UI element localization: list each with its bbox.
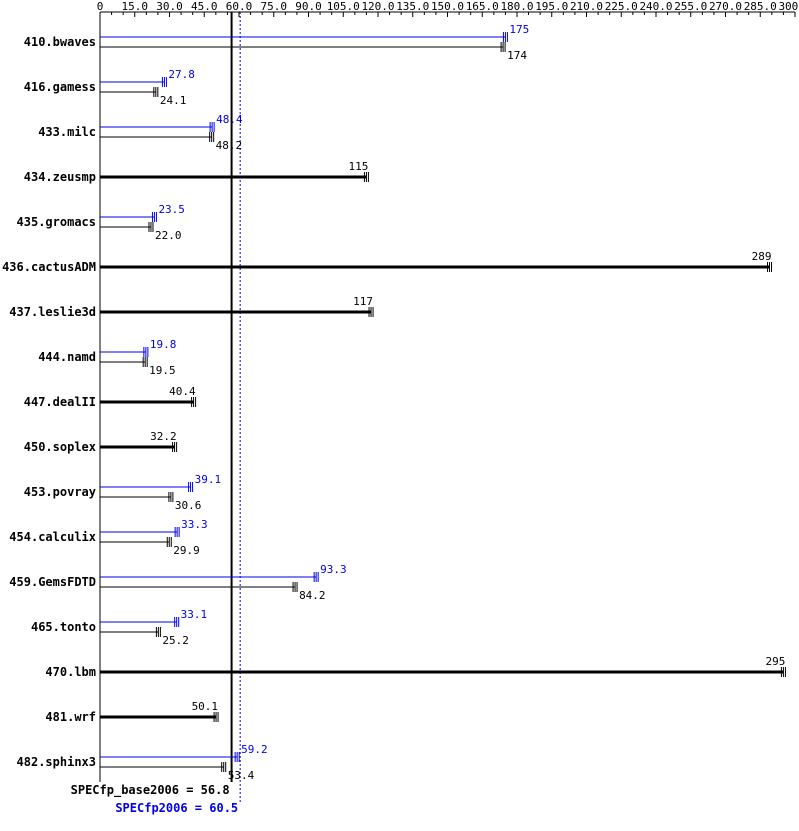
bar-base-label: 84.2	[299, 589, 326, 602]
spec-chart: 0 15.0 30.0 45.0 60.0 75.0 90.0 105.0120.0135.0…	[0, 0, 799, 831]
chart-svg: 0 15.0 30.0 45.0 60.0 75.0 90.0 105.0120.0135.0…	[0, 0, 799, 831]
bar-peak-label: 33.1	[181, 608, 208, 621]
x-tick-label: 210.0	[570, 0, 603, 13]
benchmark-label: 465.tonto	[31, 620, 96, 634]
benchmark-label: 454.calculix	[9, 530, 96, 544]
bar-base-label: 25.2	[162, 634, 189, 647]
bar-peak-label: 48.4	[216, 113, 243, 126]
summary-base-label: SPECfp_base2006 = 56.8	[71, 783, 230, 798]
x-tick-label: 300.0	[778, 0, 799, 13]
bar-value-label: 295	[766, 655, 786, 668]
benchmark-label: 444.namd	[38, 350, 96, 364]
bar-base-label: 53.4	[228, 769, 255, 782]
bar-base-label: 30.6	[175, 499, 202, 512]
benchmark-label: 481.wrf	[45, 710, 96, 724]
x-tick-label: 45.0	[191, 0, 218, 13]
bar-peak-label: 27.8	[168, 68, 195, 81]
x-tick-label: 165.0	[466, 0, 499, 13]
x-tick-label: 150.0	[431, 0, 464, 13]
x-tick-label: 75.0	[261, 0, 288, 13]
x-tick-label: 105.0	[327, 0, 360, 13]
x-tick-label: 255.0	[674, 0, 707, 13]
bar-value-label: 32.2	[150, 430, 177, 443]
x-tick-label: 15.0	[122, 0, 149, 13]
bar-base-label: 29.9	[173, 544, 200, 557]
x-tick-label: 0	[97, 0, 104, 13]
x-tick-label: 30.0	[156, 0, 183, 13]
bar-base-label: 48.2	[216, 139, 243, 152]
benchmark-label: 410.bwaves	[24, 35, 96, 49]
bar-value-label: 117	[353, 295, 373, 308]
bar-base-label: 22.0	[155, 229, 182, 242]
bar-value-label: 40.4	[169, 385, 196, 398]
benchmark-label: 450.soplex	[24, 440, 96, 454]
x-tick-label: 240.0	[639, 0, 672, 13]
benchmark-label: 434.zeusmp	[24, 170, 96, 184]
benchmark-label: 482.sphinx3	[17, 755, 96, 769]
x-tick-label: 285.0	[744, 0, 777, 13]
benchmark-label: 437.leslie3d	[9, 305, 96, 319]
bar-peak-label: 93.3	[320, 563, 347, 576]
bar-peak-label: 23.5	[158, 203, 185, 216]
x-tick-label: 135.0	[396, 0, 429, 13]
benchmark-label: 447.dealII	[24, 395, 96, 409]
bar-peak-label: 59.2	[241, 743, 268, 756]
benchmark-label: 433.milc	[38, 125, 96, 139]
bar-value-label: 115	[349, 160, 369, 173]
benchmark-label: 453.povray	[24, 485, 96, 499]
bar-value-label: 50.1	[192, 700, 219, 713]
benchmark-label: 436.cactusADM	[2, 260, 96, 274]
bar-peak-label: 19.8	[150, 338, 177, 351]
x-tick-label: 180.0	[500, 0, 533, 13]
benchmark-label: 470.lbm	[45, 665, 96, 679]
bar-value-label: 289	[752, 250, 772, 263]
benchmark-label: 416.gamess	[24, 80, 96, 94]
bar-base-label: 174	[507, 49, 527, 62]
x-tick-label: 60.0	[226, 0, 253, 13]
x-tick-label: 195.0	[535, 0, 568, 13]
bar-base-label: 19.5	[149, 364, 176, 377]
x-tick-label: 225.0	[605, 0, 638, 13]
benchmark-label: 435.gromacs	[17, 215, 96, 229]
bar-base-label: 24.1	[160, 94, 187, 107]
bar-peak-label: 175	[509, 23, 529, 36]
bar-peak-label: 33.3	[181, 518, 208, 531]
x-tick-label: 270.0	[709, 0, 742, 13]
summary-peak-label: SPECfp2006 = 60.5	[115, 801, 238, 815]
x-tick-label: 120.0	[361, 0, 394, 13]
benchmark-label: 459.GemsFDTD	[9, 575, 96, 589]
x-tick-label: 90.0	[295, 0, 322, 13]
bar-peak-label: 39.1	[195, 473, 222, 486]
